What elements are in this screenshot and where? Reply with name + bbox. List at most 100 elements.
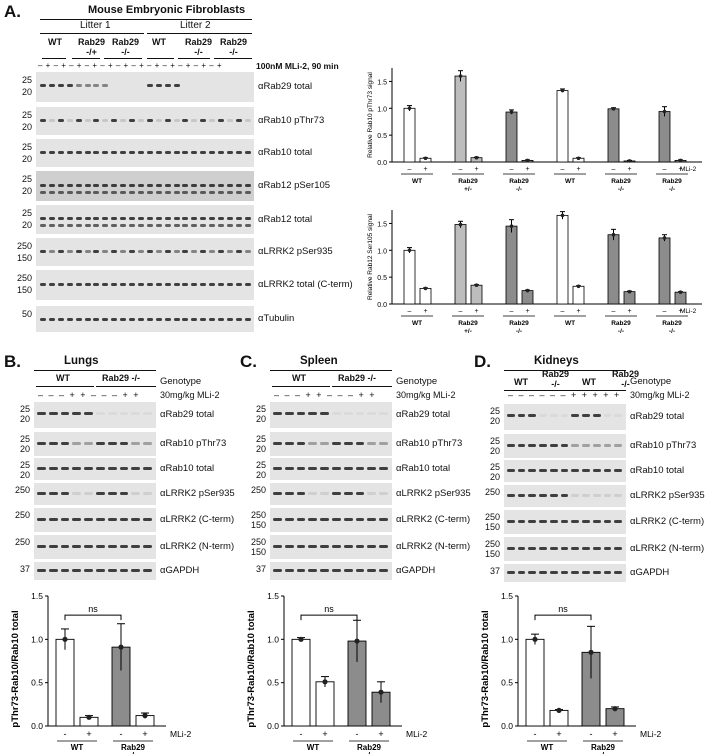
mef-genotype-label: Rab29 -/+ [78,37,106,58]
mef-band [48,217,55,221]
mef-blot [36,270,254,300]
bar [556,214,569,305]
tissue-band [107,412,117,416]
mef-band [75,249,82,253]
sign-label: + [474,308,478,315]
mef-band [182,317,189,321]
tissue-marker: 37 [19,564,30,574]
tissue-band [517,571,526,575]
y-tick-label: 1.5 [501,591,513,601]
tissue-band [549,443,558,447]
tissue-band [107,569,117,573]
tissue-blot-label: αGAPDH [396,565,436,576]
y-axis-label: pThr73-Rab10/Rab10 total [480,610,491,727]
mef-genotype-line [147,58,174,59]
group-label: WT [412,178,422,185]
mef-band [218,249,224,253]
tissue-band [582,414,590,418]
ns-label: ns [324,604,334,614]
tissue-band [296,466,306,470]
mef-band [84,249,91,253]
tissue-band [367,517,377,521]
data-point [678,290,683,294]
bar [403,249,416,305]
dose-signs: – – – + + – – – + + [38,390,141,400]
tissue-band [72,412,82,416]
tissue-band [119,491,129,495]
mef-band [218,190,224,194]
mef-band [146,282,153,286]
tissue-band [296,569,306,573]
mef-marker: 20 [21,122,32,132]
mef-band [40,190,46,194]
bar [454,75,467,163]
mef-band [40,249,46,253]
tissue-marker: 25 [489,462,500,472]
tissue-band [379,569,388,573]
mef-band [102,150,109,154]
sign-label: + [627,166,631,173]
mef-band [48,190,55,194]
tissue-band [332,412,341,416]
tissue-band [284,466,294,470]
mef-band [235,217,242,221]
x-sign: - [300,729,303,739]
tissue-band [592,414,601,418]
mef-band [191,150,198,154]
mef-band [244,150,251,154]
mef-blot-label: αTubulin [258,313,295,324]
tissue-band [528,493,537,497]
bar [505,111,518,163]
mef-blot-label: αLRRK2 total (C-term) [258,279,353,290]
tissue-band [107,544,117,548]
tissue-blot-label: αLRRK2 (N-term) [396,541,471,552]
mef-band [120,118,127,122]
mef-band [120,317,127,321]
tissue-band [48,544,58,548]
genotype-group: WT [514,377,528,387]
sign-label: – [561,308,565,315]
group-label: -/- [618,328,624,335]
tissue-band [60,544,70,548]
data-point [458,74,463,78]
x-group-label: Rab29 [121,743,146,752]
data-point [576,156,581,161]
mef-band [182,150,189,154]
tissue-band [582,571,590,575]
dose-signs: – – – + + – – – + + [274,390,377,400]
tissue-band [96,466,105,470]
mef-band [40,84,46,87]
data-point [662,236,667,240]
mef-band [120,217,127,221]
panel-letter: C. [240,352,257,371]
tissue-band [273,544,282,548]
mef-band [200,282,207,286]
mef-band [164,224,171,228]
tissue-marker: 250 [14,537,30,547]
mef-band [102,249,109,253]
data-point [86,714,92,720]
bar [403,107,416,163]
mef-band [182,190,189,194]
tissue-marker: 25 [489,436,500,446]
mef-band [129,282,135,286]
data-point [588,649,594,655]
mef-blot [36,107,254,135]
mef-band [226,317,233,321]
genotype-line [504,390,626,391]
tissue-band [582,519,590,523]
mef-band [155,150,162,154]
mef-band [191,190,198,194]
panel-a-letter: A. [4,2,21,21]
mef-band [191,224,198,228]
mef-band [146,224,153,228]
tissue-marker: 150 [484,549,500,559]
sign-label: – [561,166,565,173]
mef-treatment: 100nM MLi-2, 90 min [256,61,339,71]
tissue-band [296,544,306,548]
mef-band [102,190,109,194]
tissue-band [507,443,515,447]
y-tick-label: 1.0 [31,634,43,644]
data-point [458,222,463,227]
tissue-band [582,546,590,550]
